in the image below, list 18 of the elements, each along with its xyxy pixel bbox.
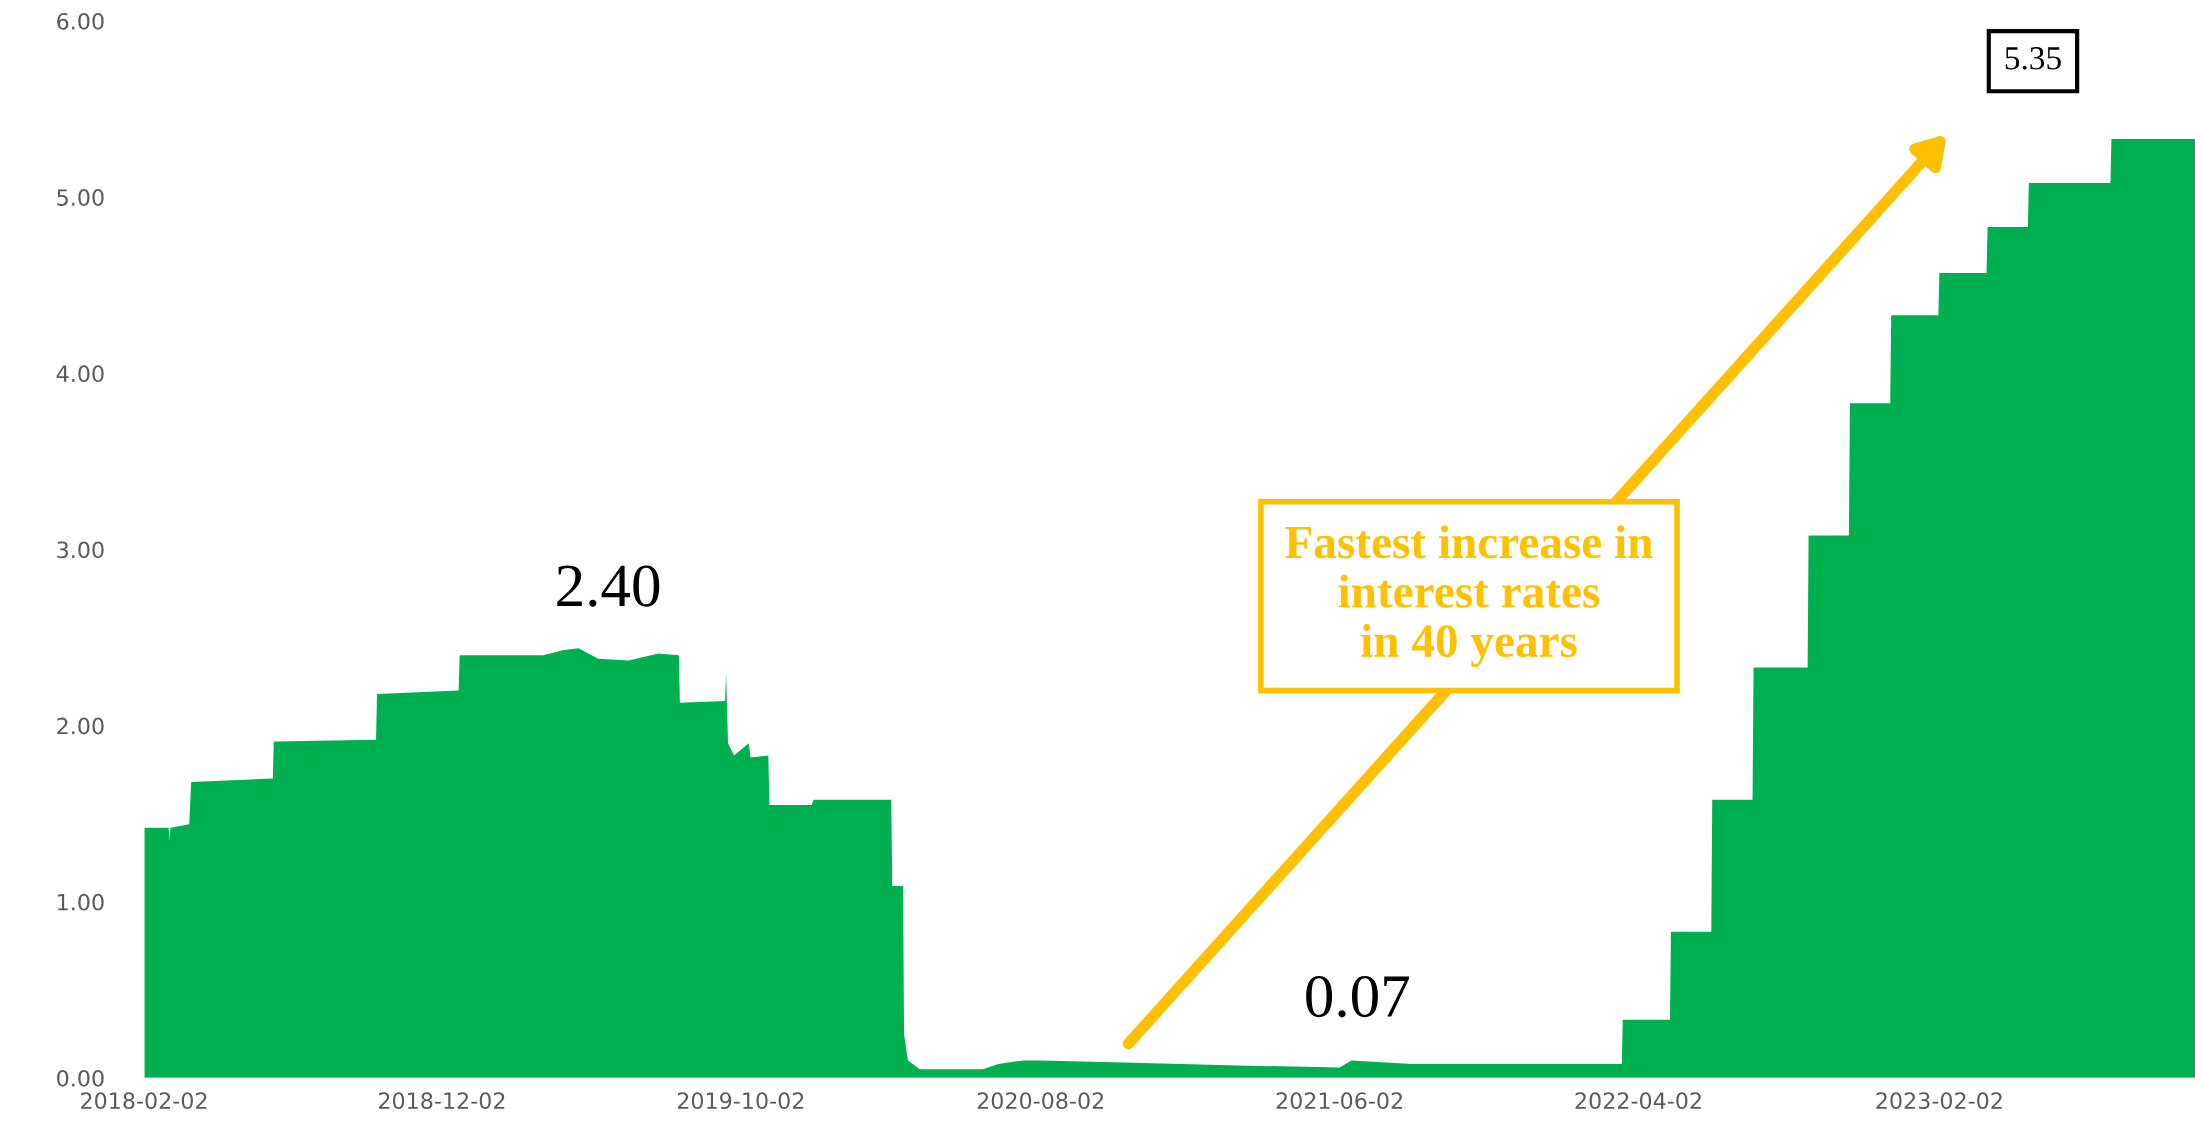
y-tick-label: 6.00 [57,12,104,30]
annotation: Fastest increase in interest rates in 40 years [1285,525,1653,667]
y-tick-label: 1.00 [58,893,104,911]
x-tick-label: 2018-12-02 [378,1092,505,1110]
x-tick-label: 2018-02-02 [81,1092,207,1110]
x-tick-label: 2023-02-02 [1876,1092,2002,1110]
annotation: 0.07 [1306,975,1410,1018]
x-tick-label: 2022-04-02 [1575,1092,1701,1110]
y-tick-label: 3.00 [57,541,104,559]
y-tick-label: 2.00 [57,717,104,735]
x-tick-label: 2020-08-02 [977,1092,1104,1110]
x-tick-label: 2019-10-02 [677,1092,804,1110]
y-tick-label: 4.00 [56,365,104,383]
annotation: 2.40 [557,565,660,607]
y-tick-label: 0.00 [57,1069,104,1087]
x-tick-label: 2021-06-02 [1276,1092,1402,1110]
y-tick-label: 5.00 [57,189,104,206]
annotation: 5.35 [2005,47,2061,70]
